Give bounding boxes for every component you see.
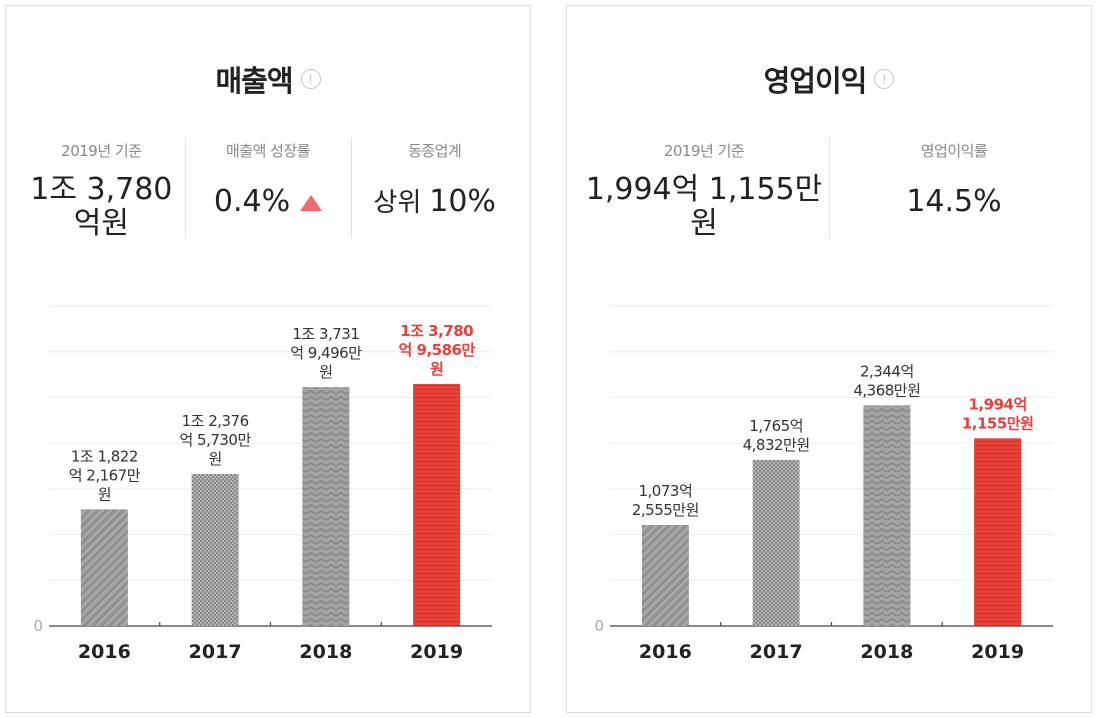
rank-value: 10%: [429, 184, 496, 219]
stat-label: 동종업계: [408, 142, 462, 160]
bar: [191, 473, 239, 626]
revenue-stat-base: 2019년 기준 1조 3,780 억원: [18, 134, 185, 241]
bar: [302, 387, 350, 626]
x-tick-label: 2016: [639, 641, 692, 663]
revenue-info-icon[interactable]: !: [300, 69, 321, 89]
bar: [863, 405, 911, 626]
data-label: 1조 2,376: [182, 412, 249, 430]
data-label: 억 9,586만: [398, 341, 475, 359]
profit-stat-base: 2019년 기준 1,994억 1,155만 원: [579, 134, 829, 241]
data-label: 1,155만원: [962, 414, 1034, 432]
rank-prefix: 상위: [373, 188, 422, 218]
bar: [641, 524, 689, 626]
revenue-stats: 2019년 기준 1조 3,780 억원 매출액 성장률 0.4% 동종업계 상…: [18, 134, 518, 241]
profit-stats: 2019년 기준 1,994억 1,155만 원 영업이익률 14.5%: [579, 134, 1079, 241]
data-label: 억 5,730만: [179, 431, 251, 449]
x-tick-label: 2017: [189, 641, 242, 663]
y-tick-label: 0: [33, 617, 43, 635]
stat-value: 1,994억 1,155만 원: [579, 173, 829, 241]
data-label: 1조 1,822: [71, 447, 138, 465]
data-label: 1조 3,780: [400, 322, 473, 340]
profit-title: 영업이익: [763, 64, 868, 98]
x-tick-label: 2019: [410, 641, 463, 663]
x-tick-label: 2017: [750, 641, 803, 663]
data-label: 2,555만원: [632, 501, 699, 519]
stat-value-line1: 1조 3,780: [30, 172, 173, 207]
stat-value: 상위 10%: [351, 185, 518, 220]
data-label: 원: [208, 450, 221, 468]
x-tick-label: 2018: [299, 641, 352, 663]
profit-info-icon[interactable]: !: [874, 69, 895, 89]
data-label: 1,765억: [749, 417, 803, 435]
bar: [974, 438, 1022, 626]
stat-label: 매출액 성장률: [225, 142, 311, 160]
data-label: 2,344억: [860, 362, 914, 380]
data-label: 억 2,167만: [69, 466, 141, 484]
data-label: 억 9,496만: [290, 344, 362, 362]
x-tick-label: 2018: [860, 641, 913, 663]
revenue-stat-growth: 매출액 성장률 0.4%: [184, 134, 352, 238]
stat-label: 영업이익률: [920, 142, 988, 160]
revenue-title-row: 매출액!: [6, 58, 530, 100]
data-label: 원: [430, 360, 443, 378]
stat-value: 0.4%: [185, 185, 352, 219]
x-tick-label: 2016: [78, 641, 131, 663]
stat-label: 2019년 기준: [61, 142, 142, 160]
growth-value: 0.4%: [213, 184, 291, 219]
data-label: 원: [319, 363, 332, 381]
data-label: 1,073억: [639, 482, 693, 500]
stat-value-line2: 원: [690, 206, 718, 241]
trend-up-icon: [300, 194, 323, 211]
data-label: 4,832만원: [743, 436, 810, 454]
data-label: 1조 3,731: [292, 325, 359, 343]
revenue-title: 매출액: [215, 64, 293, 98]
revenue-card: 매출액! 2019년 기준 1조 3,780 억원 매출액 성장률 0.4% 동…: [5, 5, 531, 713]
stat-value-line2: 억원: [73, 206, 129, 241]
bar: [80, 509, 128, 626]
stat-value-line1: 1,994억 1,155만: [585, 172, 823, 207]
bar: [752, 459, 800, 626]
profit-title-row: 영업이익!: [567, 58, 1091, 100]
stat-value: 1조 3,780 억원: [18, 173, 185, 241]
data-label: 원: [98, 485, 111, 503]
y-tick-label: 0: [594, 617, 604, 635]
data-label: 1,994억: [969, 395, 1027, 413]
bar: [413, 384, 461, 626]
stat-value: 14.5%: [906, 184, 1002, 219]
x-tick-label: 2019: [971, 641, 1024, 663]
revenue-stat-rank: 동종업계 상위 10%: [351, 134, 518, 238]
profit-card: 영업이익! 2019년 기준 1,994억 1,155만 원 영업이익률 14.…: [566, 5, 1092, 713]
stat-label: 2019년 기준: [663, 142, 745, 160]
profit-stat-margin: 영업이익률 14.5%: [829, 134, 1079, 238]
data-label: 4,368만원: [853, 381, 920, 399]
